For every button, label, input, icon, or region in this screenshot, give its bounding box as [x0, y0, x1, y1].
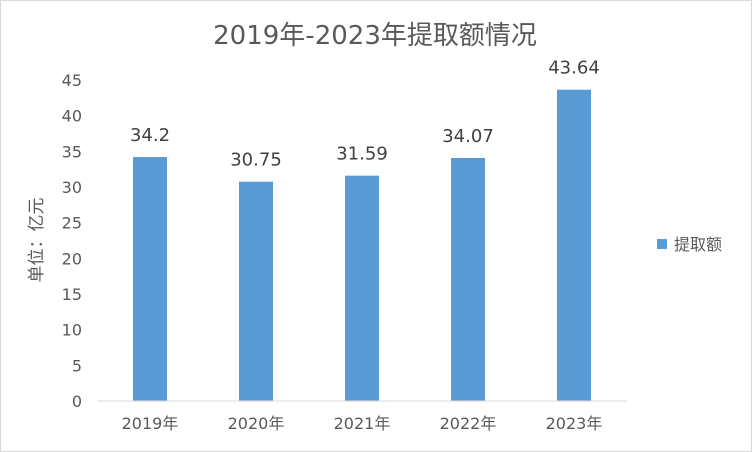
- x-category-label: 2021年: [334, 414, 391, 433]
- y-tick-label: 45: [62, 71, 82, 90]
- y-tick-label: 20: [62, 249, 82, 268]
- data-label: 30.75: [230, 150, 282, 171]
- legend-swatch: [657, 239, 667, 249]
- legend: 提取额: [657, 235, 722, 254]
- x-category-label: 2023年: [546, 414, 603, 433]
- y-axis-ticks: 0 5 10 15 20 25 30 35 40 45: [62, 71, 82, 411]
- legend-label: 提取额: [674, 235, 722, 254]
- data-label: 43.64: [548, 58, 600, 79]
- data-label: 34.2: [130, 125, 170, 146]
- data-label: 31.59: [336, 144, 388, 165]
- y-tick-label: 35: [62, 142, 82, 161]
- x-axis-categories: 2019年 2020年 2021年 2022年 2023年: [122, 414, 603, 433]
- y-tick-label: 25: [62, 214, 82, 233]
- x-category-label: 2019年: [122, 414, 179, 433]
- bar: [557, 89, 591, 402]
- y-tick-label: 30: [62, 178, 82, 197]
- y-tick-label: 40: [62, 107, 82, 126]
- y-tick-label: 15: [62, 285, 82, 304]
- bar: [239, 181, 273, 401]
- y-axis-label: 单位：亿元: [27, 198, 47, 283]
- chart-title: 2019年-2023年提取额情况: [213, 21, 537, 51]
- bar: [451, 157, 485, 401]
- bar-series: [133, 89, 591, 402]
- y-tick-label: 5: [72, 356, 82, 375]
- data-label: 34.07: [442, 126, 494, 147]
- bar: [133, 157, 167, 401]
- x-category-label: 2022年: [440, 414, 497, 433]
- data-labels: 34.2 30.75 31.59 34.07 43.64: [130, 58, 600, 171]
- x-category-label: 2020年: [228, 414, 285, 433]
- y-tick-label: 10: [62, 321, 82, 340]
- bar: [345, 175, 379, 401]
- y-tick-label: 0: [72, 392, 82, 411]
